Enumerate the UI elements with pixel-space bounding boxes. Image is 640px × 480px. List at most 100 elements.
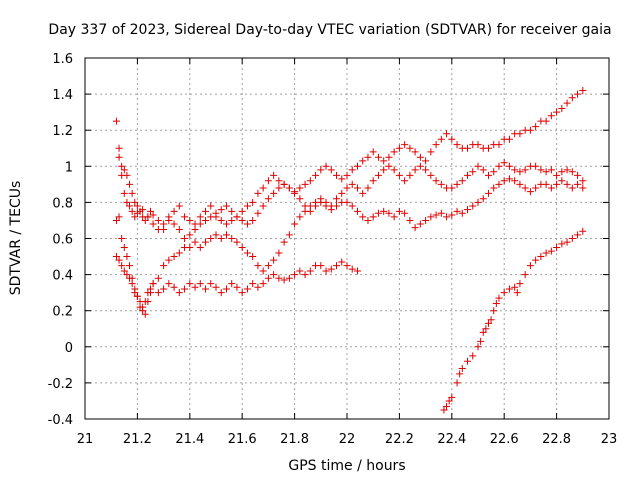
- data-point: [333, 195, 341, 203]
- data-point: [312, 171, 320, 179]
- data-point: [112, 117, 120, 125]
- data-point: [207, 235, 215, 242]
- data-point: [395, 207, 403, 215]
- data-point: [440, 406, 448, 414]
- data-point: [537, 253, 545, 261]
- data-point: [243, 202, 251, 210]
- data-point: [233, 238, 241, 246]
- y-tick-label: 1.6: [52, 52, 73, 67]
- data-point: [264, 262, 272, 270]
- data-point: [458, 209, 466, 217]
- data-point: [474, 141, 482, 149]
- data-point: [222, 231, 230, 239]
- data-point: [574, 231, 582, 239]
- data-point: [160, 262, 168, 270]
- data-point: [542, 249, 550, 257]
- data-point: [128, 207, 136, 215]
- data-point: [553, 180, 561, 188]
- data-point: [254, 209, 262, 217]
- data-point: [202, 207, 210, 215]
- data-point: [353, 184, 361, 192]
- data-point: [464, 206, 472, 214]
- data-point: [579, 184, 587, 192]
- data-point: [448, 184, 456, 192]
- data-point: [191, 283, 199, 291]
- data-point: [259, 202, 267, 210]
- data-point: [118, 162, 126, 170]
- data-point: [401, 177, 409, 185]
- data-point: [196, 280, 204, 288]
- data-point: [427, 148, 435, 156]
- data-point: [369, 148, 377, 156]
- data-point: [259, 280, 267, 288]
- data-point: [369, 177, 377, 185]
- data-point: [270, 271, 278, 279]
- y-tick-label: -0.2: [48, 377, 73, 392]
- data-point: [479, 195, 487, 203]
- data-point: [139, 303, 147, 311]
- data-point: [285, 184, 293, 192]
- data-point: [477, 337, 485, 345]
- data-point: [254, 262, 262, 270]
- data-point: [416, 162, 424, 170]
- data-point: [175, 202, 183, 210]
- data-point: [526, 188, 534, 196]
- data-point: [196, 220, 204, 228]
- data-point: [217, 206, 225, 214]
- x-tick-label: 21: [77, 432, 94, 447]
- data-point: [553, 244, 561, 252]
- data-point: [359, 189, 367, 197]
- data-point: [118, 262, 126, 270]
- data-point: [233, 213, 241, 221]
- data-point: [453, 207, 461, 215]
- y-tick-label: 1.2: [52, 124, 73, 139]
- data-point: [437, 180, 445, 188]
- data-point: [186, 244, 194, 252]
- x-tick-label: 21.8: [280, 432, 309, 447]
- data-point: [115, 256, 123, 264]
- data-point: [437, 135, 445, 143]
- data-point: [505, 135, 513, 143]
- data-point: [526, 262, 534, 270]
- data-point: [131, 198, 139, 206]
- data-point: [574, 171, 582, 179]
- y-tick-label: 1: [65, 160, 73, 175]
- data-point: [374, 209, 382, 217]
- data-point: [437, 209, 445, 217]
- data-point: [296, 195, 304, 203]
- data-point: [484, 319, 492, 327]
- data-point: [348, 180, 356, 188]
- data-point: [149, 220, 157, 228]
- data-point: [259, 184, 267, 192]
- data-point: [181, 235, 189, 242]
- data-point: [202, 238, 210, 246]
- x-tick-label: 21.4: [175, 432, 204, 447]
- x-tick-label: 22.2: [385, 432, 414, 447]
- data-point: [165, 280, 173, 288]
- data-point: [516, 130, 524, 138]
- data-point: [141, 298, 149, 306]
- data-point: [238, 216, 246, 224]
- data-point: [353, 207, 361, 215]
- data-point: [427, 171, 435, 179]
- data-point: [196, 244, 204, 252]
- data-point: [120, 166, 128, 174]
- data-point: [270, 256, 278, 264]
- data-point: [141, 310, 149, 318]
- data-point: [343, 262, 351, 270]
- data-point: [547, 166, 555, 174]
- data-point: [416, 220, 424, 228]
- data-point: [343, 171, 351, 179]
- data-point: [228, 235, 236, 242]
- data-point: [131, 289, 139, 297]
- data-point: [207, 213, 215, 221]
- x-tick-label: 23: [601, 432, 618, 447]
- data-point: [359, 213, 367, 221]
- data-point: [395, 144, 403, 152]
- data-point: [500, 159, 508, 167]
- data-point: [445, 397, 453, 405]
- axis-ticks: [84, 57, 610, 420]
- data-point: [406, 216, 414, 224]
- data-point: [568, 235, 576, 242]
